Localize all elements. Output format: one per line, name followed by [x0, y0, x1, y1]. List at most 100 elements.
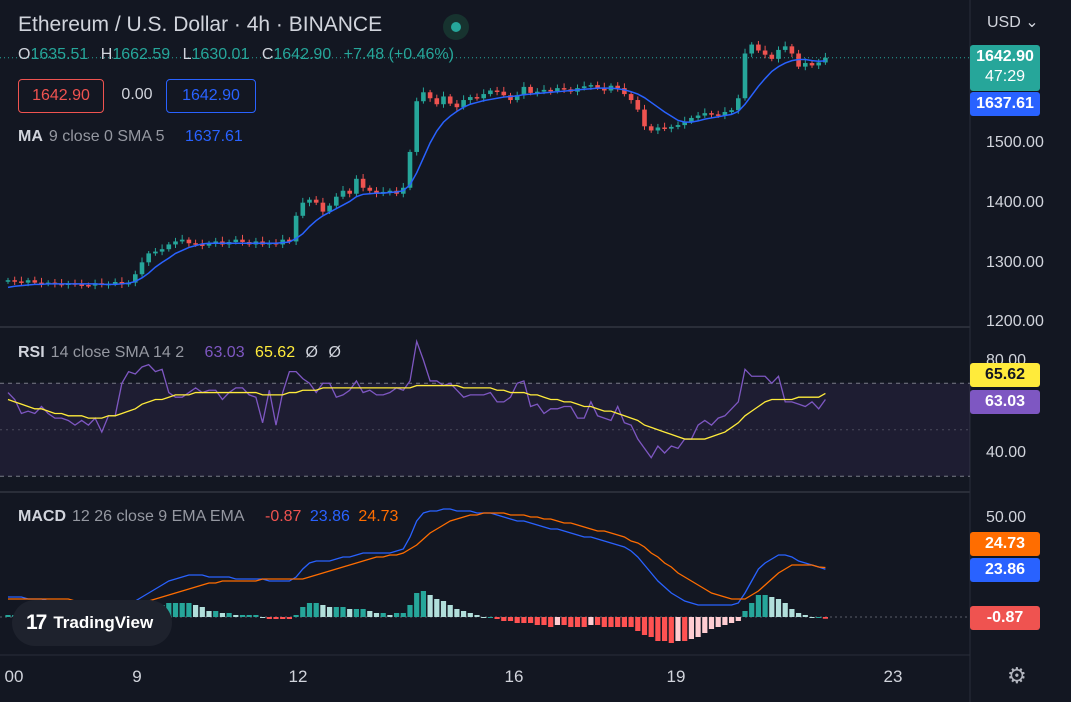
macd-histogram-bar — [802, 615, 808, 617]
macd-histogram-bar — [715, 617, 721, 627]
candle-body — [287, 239, 292, 242]
macd-histogram-bar — [461, 611, 467, 617]
rsi-tick: 40.00 — [986, 444, 1027, 461]
macd-legend[interactable]: MACD 12 26 close 9 EMA EMA -0.87 23.86 24… — [18, 508, 398, 526]
candle-body — [521, 86, 527, 96]
macd-histogram-bar — [420, 591, 426, 617]
symbol-title[interactable]: Ethereum / U.S. Dollar · 4h · BINANCE — [18, 13, 383, 36]
ma-badge: 1637.61 — [970, 92, 1040, 116]
tradingview-name: TradingView — [53, 613, 154, 632]
macd-tick: 50.00 — [986, 509, 1027, 526]
candle-body — [468, 97, 473, 101]
candle-body — [602, 87, 607, 91]
tradingview-watermark[interactable]: 17 TradingView — [12, 600, 172, 646]
macd-histogram-bar — [300, 607, 306, 617]
candle-body — [669, 126, 674, 129]
candle-body — [588, 85, 594, 87]
candle-body — [762, 50, 768, 55]
open-key: O — [18, 46, 31, 63]
candle-body — [809, 63, 815, 66]
candle-body — [474, 97, 480, 99]
rsi-sma-badge: 65.62 — [970, 363, 1040, 387]
rsi-na-1: Ø — [305, 344, 318, 361]
candle-body — [695, 115, 701, 118]
macd-histogram-bar — [769, 597, 775, 617]
candle-body — [682, 121, 687, 126]
macd-histogram-bar — [172, 603, 179, 617]
buy-price-button[interactable]: 1642.90 — [166, 79, 256, 113]
tradingview-logo-icon: 17 — [26, 611, 47, 634]
macd-histogram-bar — [367, 611, 373, 617]
candle-body — [555, 88, 560, 92]
macd-histogram-bar — [347, 609, 353, 617]
candle-body — [307, 199, 312, 203]
candle-body — [561, 88, 567, 90]
candle-body — [535, 91, 540, 94]
candle-body — [360, 178, 366, 188]
macd-histogram-bar — [394, 613, 400, 617]
currency-selector[interactable]: USD ⌄ — [987, 12, 1039, 32]
sell-price-button[interactable]: 1642.90 — [18, 79, 104, 113]
macd-histogram-bar — [822, 617, 828, 619]
macd-histogram-bar — [253, 615, 259, 617]
macd-histogram-bar — [501, 617, 507, 621]
candle-body — [32, 280, 38, 283]
candle-body — [454, 103, 460, 108]
ma-args: 9 close 0 SMA 5 — [48, 128, 165, 145]
macd-hist-value: -0.87 — [264, 508, 302, 525]
change-value: +7.48 (+0.46%) — [343, 46, 454, 63]
candle-body — [421, 92, 426, 102]
candle-body — [756, 44, 761, 51]
macd-histogram-bar — [514, 617, 520, 623]
macd-histogram-bar — [635, 617, 641, 631]
candle-body — [648, 126, 654, 131]
low-value: 1630.01 — [191, 46, 250, 63]
candle-body — [769, 54, 775, 59]
macd-histogram-bar — [621, 617, 627, 627]
candle-body — [709, 113, 714, 115]
time-tick: 19 — [666, 667, 686, 686]
close-key: C — [261, 46, 274, 63]
rsi-value: 63.03 — [204, 344, 245, 361]
candle-body — [782, 46, 788, 50]
macd-histogram-bar — [467, 613, 473, 617]
macd-histogram-bar — [340, 607, 346, 617]
market-open-icon — [443, 14, 469, 40]
macd-histogram-bar — [601, 617, 607, 627]
macd-histogram-bar — [239, 615, 246, 617]
macd-histogram-bar — [722, 617, 728, 625]
candle-body — [334, 196, 339, 206]
candle-body — [488, 90, 493, 95]
high-value: 1662.59 — [112, 46, 171, 63]
rsi-sma-line — [7, 384, 826, 440]
candle-body — [313, 199, 319, 203]
candle-body — [434, 98, 440, 105]
candle-body — [722, 111, 728, 116]
macd-histogram-bar — [809, 617, 815, 618]
rsi-band — [0, 383, 970, 477]
candle-body — [461, 100, 466, 108]
candle-body — [742, 53, 748, 99]
candle-body — [213, 241, 218, 244]
macd-histogram-bar — [521, 617, 527, 623]
candle-body — [615, 85, 620, 89]
candle-body — [789, 46, 795, 54]
settings-gear-icon[interactable]: ⚙ — [1007, 663, 1027, 688]
candle-body — [675, 125, 681, 127]
candle-body — [5, 280, 11, 282]
macd-signal-value: 24.73 — [358, 508, 399, 525]
candle-body — [354, 178, 359, 194]
signal-line — [8, 512, 826, 604]
rsi-legend[interactable]: RSI 14 close SMA 14 2 63.03 65.62 Ø Ø — [18, 344, 341, 362]
ma-legend[interactable]: MA 9 close 0 SMA 5 1637.61 — [18, 128, 243, 146]
candle-body — [595, 85, 600, 88]
macd-histogram-bar — [487, 617, 493, 618]
candle-body — [206, 243, 212, 246]
macd-histogram-bar — [755, 595, 761, 617]
macd-histogram-bar — [333, 607, 339, 617]
macd-histogram-bar — [474, 615, 480, 617]
macd-histogram-bar — [373, 613, 380, 617]
low-key: L — [182, 46, 192, 63]
macd-histogram-bar — [306, 603, 313, 617]
